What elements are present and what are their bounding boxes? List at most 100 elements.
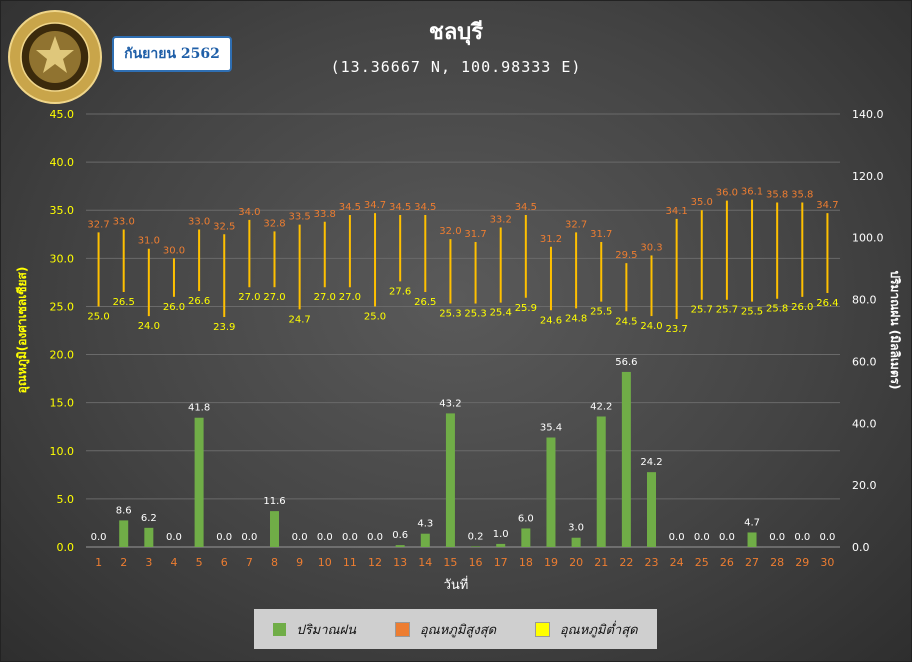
max-temp-label: 31.2 xyxy=(540,234,562,245)
min-temp-label: 24.8 xyxy=(565,313,587,324)
max-temp-label: 34.5 xyxy=(339,202,361,213)
rain-bar xyxy=(521,528,531,547)
rain-bar xyxy=(119,520,129,547)
min-temp-label: 25.7 xyxy=(716,305,738,316)
rain-data-label: 42.2 xyxy=(590,401,612,412)
left-tick-label: 0.0 xyxy=(57,541,75,554)
min-temp-label: 27.0 xyxy=(314,292,336,303)
max-temp-label: 32.0 xyxy=(439,226,461,237)
day-tick-label: 3 xyxy=(145,556,152,569)
day-tick-label: 21 xyxy=(594,556,608,569)
rain-data-label: 1.0 xyxy=(493,529,509,540)
max-temp-label: 33.8 xyxy=(314,209,336,220)
day-tick-label: 14 xyxy=(418,556,432,569)
rain-data-label: 6.2 xyxy=(141,513,157,524)
rain-bar xyxy=(747,532,757,547)
legend-rain: ปริมาณฝน xyxy=(273,619,356,640)
right-tick-label: 140.0 xyxy=(852,108,884,121)
min-temp-label: 24.7 xyxy=(289,314,311,325)
rain-bar xyxy=(194,417,204,547)
legend-max: อุณหภูมิสูงสุด xyxy=(394,619,497,640)
rain-data-label: 35.4 xyxy=(540,423,562,434)
max-temp-label: 36.1 xyxy=(741,187,763,198)
max-temp-label: 34.5 xyxy=(389,202,411,213)
legend-min-swatch xyxy=(534,621,550,637)
min-temp-label: 25.8 xyxy=(766,304,788,315)
rain-data-label: 0.0 xyxy=(669,532,685,543)
legend: ปริมาณฝน อุณหภูมิสูงสุด อุณหภูมิต่ำสุด xyxy=(254,609,657,649)
day-tick-label: 6 xyxy=(221,556,228,569)
day-tick-label: 1 xyxy=(95,556,102,569)
right-axis-title: ปริมาณฝน (มิลลิเมตร) xyxy=(888,270,902,389)
min-temp-label: 27.0 xyxy=(238,292,260,303)
min-temp-label: 26.0 xyxy=(791,302,813,313)
left-tick-label: 30.0 xyxy=(50,252,75,265)
rain-data-label: 0.0 xyxy=(819,532,835,543)
day-tick-label: 9 xyxy=(296,556,303,569)
min-temp-label: 23.7 xyxy=(666,324,688,335)
max-temp-label: 31.7 xyxy=(590,229,612,240)
rain-data-label: 0.2 xyxy=(468,531,484,542)
rain-data-label: 0.0 xyxy=(342,532,358,543)
min-temp-label: 26.4 xyxy=(816,298,838,309)
rain-bar xyxy=(420,533,430,547)
right-tick-label: 20.0 xyxy=(852,479,877,492)
day-tick-label: 15 xyxy=(443,556,457,569)
rain-data-label: 4.3 xyxy=(417,519,433,530)
legend-min: อุณหภูมิต่ำสุด xyxy=(534,619,638,640)
day-tick-label: 10 xyxy=(318,556,332,569)
max-temp-label: 34.5 xyxy=(414,202,436,213)
day-tick-label: 20 xyxy=(569,556,583,569)
rain-data-label: 6.0 xyxy=(518,513,534,524)
day-tick-label: 24 xyxy=(670,556,684,569)
day-tick-label: 16 xyxy=(469,556,483,569)
min-temp-label: 25.5 xyxy=(590,307,612,318)
rain-bar xyxy=(270,511,279,547)
legend-max-label: อุณหภูมิสูงสุด xyxy=(419,622,497,638)
day-tick-label: 26 xyxy=(720,556,734,569)
min-temp-label: 23.9 xyxy=(213,322,235,333)
max-temp-label: 34.7 xyxy=(816,200,838,211)
max-temp-label: 33.0 xyxy=(188,216,210,227)
day-tick-label: 22 xyxy=(619,556,633,569)
rain-bar xyxy=(144,527,154,547)
left-tick-label: 40.0 xyxy=(50,156,75,169)
day-tick-label: 2 xyxy=(120,556,127,569)
min-temp-label: 25.4 xyxy=(490,308,512,319)
rain-bar xyxy=(596,416,606,547)
right-tick-label: 60.0 xyxy=(852,355,877,368)
left-axis-title: อุณหภูมิ(องศาเซลเซียส) xyxy=(15,267,30,394)
min-temp-label: 25.0 xyxy=(87,311,109,322)
rain-data-label: 11.6 xyxy=(263,496,285,507)
legend-rain-label: ปริมาณฝน xyxy=(296,622,357,638)
rain-data-label: 0.0 xyxy=(367,532,383,543)
rain-bar xyxy=(546,437,556,547)
day-tick-label: 12 xyxy=(368,556,382,569)
max-temp-label: 35.0 xyxy=(691,197,713,208)
min-temp-label: 25.9 xyxy=(515,303,537,314)
station-title: ชลบุรี xyxy=(428,20,484,45)
max-temp-label: 32.7 xyxy=(87,219,109,230)
min-temp-label: 24.0 xyxy=(640,321,662,332)
legend-rain-swatch xyxy=(273,622,287,636)
min-temp-label: 25.0 xyxy=(364,311,386,322)
min-temp-label: 27.0 xyxy=(263,292,285,303)
max-temp-label: 36.0 xyxy=(716,188,738,199)
rain-data-label: 0.0 xyxy=(694,532,710,543)
rain-data-label: 3.0 xyxy=(568,523,584,534)
max-temp-label: 35.8 xyxy=(791,190,813,201)
legend-max-swatch xyxy=(394,621,410,637)
rain-data-label: 0.0 xyxy=(241,532,257,543)
rain-data-label: 24.2 xyxy=(640,457,662,468)
rain-bar xyxy=(647,472,656,547)
rain-data-label: 0.0 xyxy=(216,532,232,543)
right-tick-label: 100.0 xyxy=(852,232,884,245)
meteorological-department-logo xyxy=(8,10,102,104)
day-tick-label: 28 xyxy=(770,556,784,569)
max-temp-label: 31.7 xyxy=(464,229,486,240)
day-tick-label: 17 xyxy=(494,556,508,569)
day-tick-label: 7 xyxy=(246,556,253,569)
rain-data-label: 41.8 xyxy=(188,403,210,414)
rain-bar xyxy=(445,413,455,547)
min-temp-label: 25.3 xyxy=(464,309,486,320)
